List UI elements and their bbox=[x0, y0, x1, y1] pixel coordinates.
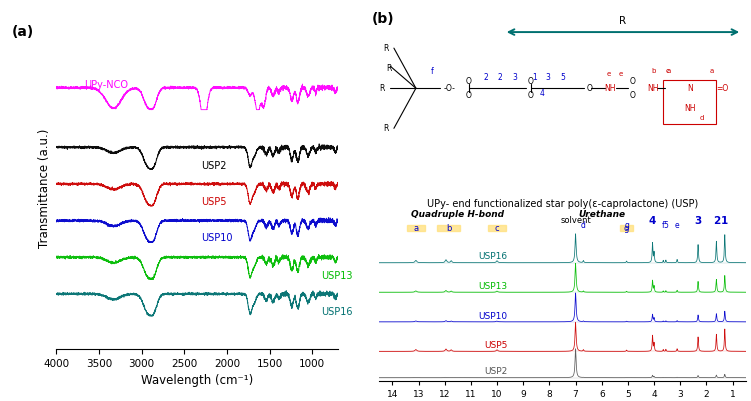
Text: O: O bbox=[629, 77, 635, 86]
Text: O: O bbox=[528, 91, 533, 100]
Text: USP13: USP13 bbox=[478, 282, 508, 291]
Text: -O-: -O- bbox=[443, 84, 455, 93]
Text: a: a bbox=[413, 224, 418, 233]
Text: 3: 3 bbox=[512, 73, 517, 82]
Text: USP5: USP5 bbox=[201, 197, 227, 207]
Text: =O: =O bbox=[716, 84, 728, 93]
Text: d: d bbox=[581, 221, 586, 230]
Text: c: c bbox=[495, 224, 499, 233]
Text: O: O bbox=[466, 91, 472, 100]
Text: 5: 5 bbox=[560, 73, 565, 82]
Text: d: d bbox=[700, 115, 704, 121]
Text: R: R bbox=[620, 16, 626, 26]
Text: O: O bbox=[629, 91, 635, 100]
Text: g: g bbox=[624, 224, 629, 233]
Text: USP2: USP2 bbox=[201, 160, 227, 170]
Text: USP10: USP10 bbox=[478, 312, 508, 320]
Bar bbox=[620, 225, 633, 231]
Text: b: b bbox=[446, 224, 451, 233]
Text: Urethane: Urethane bbox=[578, 211, 626, 219]
Text: R: R bbox=[383, 44, 388, 53]
Text: N: N bbox=[687, 84, 693, 93]
Text: USP16: USP16 bbox=[321, 307, 352, 317]
Bar bbox=[488, 225, 506, 231]
Text: 3: 3 bbox=[695, 216, 701, 226]
Text: NH: NH bbox=[605, 84, 616, 93]
Text: (a): (a) bbox=[11, 25, 34, 39]
Text: NH: NH bbox=[647, 84, 659, 93]
Text: solvent: solvent bbox=[560, 216, 591, 225]
Text: 4: 4 bbox=[540, 89, 544, 98]
Text: R: R bbox=[379, 84, 385, 93]
Text: a: a bbox=[667, 68, 671, 74]
Text: 5: 5 bbox=[663, 221, 668, 230]
Text: UPy- end functionalized star poly(ε-caprolactone) (USP): UPy- end functionalized star poly(ε-capr… bbox=[427, 198, 698, 209]
Text: 2: 2 bbox=[713, 216, 720, 226]
Text: 1: 1 bbox=[721, 216, 728, 226]
Text: e: e bbox=[618, 71, 623, 77]
Text: USP10: USP10 bbox=[201, 233, 233, 243]
Text: 2: 2 bbox=[498, 73, 502, 82]
Text: USP13: USP13 bbox=[321, 271, 352, 282]
Y-axis label: Transmittance (a.u.): Transmittance (a.u.) bbox=[38, 129, 51, 248]
Text: e: e bbox=[675, 221, 680, 230]
Text: 4: 4 bbox=[649, 216, 656, 226]
Text: b: b bbox=[651, 68, 656, 74]
Text: O: O bbox=[528, 77, 533, 86]
Bar bbox=[663, 80, 716, 124]
Text: 1: 1 bbox=[532, 73, 538, 82]
X-axis label: Wavelength (cm⁻¹): Wavelength (cm⁻¹) bbox=[141, 374, 253, 387]
Text: a: a bbox=[709, 68, 713, 74]
Text: Quadruple H-bond: Quadruple H-bond bbox=[412, 211, 505, 219]
Text: O: O bbox=[466, 77, 472, 86]
Text: e: e bbox=[607, 71, 611, 77]
Text: USP5: USP5 bbox=[484, 341, 508, 350]
Text: USP16: USP16 bbox=[478, 252, 508, 261]
Text: R: R bbox=[387, 64, 392, 73]
Bar bbox=[407, 225, 425, 231]
Bar bbox=[437, 225, 460, 231]
Text: c: c bbox=[666, 68, 670, 74]
Text: R: R bbox=[383, 124, 388, 133]
Text: g: g bbox=[624, 221, 629, 230]
Text: (b): (b) bbox=[372, 12, 394, 26]
Text: 3: 3 bbox=[545, 73, 550, 82]
Text: UPy-NCO: UPy-NCO bbox=[83, 80, 128, 90]
Text: O: O bbox=[587, 84, 593, 93]
Text: 2: 2 bbox=[483, 73, 488, 82]
Text: f: f bbox=[431, 67, 434, 76]
Text: f: f bbox=[662, 221, 665, 230]
Text: USP2: USP2 bbox=[484, 367, 508, 377]
Text: NH: NH bbox=[684, 104, 695, 113]
